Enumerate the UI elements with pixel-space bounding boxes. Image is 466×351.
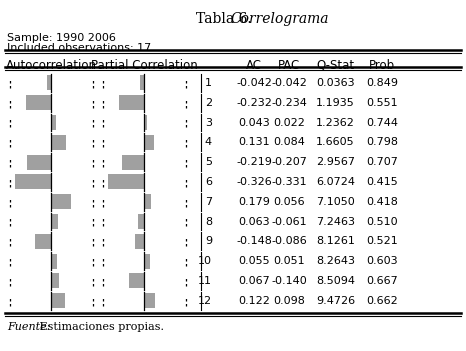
Text: Partial Correlation: Partial Correlation <box>91 59 198 72</box>
Text: Tabla 6.: Tabla 6. <box>196 12 256 26</box>
Text: 4: 4 <box>205 137 212 147</box>
Text: 2: 2 <box>205 98 212 108</box>
Bar <box>144 293 155 308</box>
Text: 0.084: 0.084 <box>273 137 305 147</box>
Text: Estimaciones propias.: Estimaciones propias. <box>36 322 164 332</box>
Text: 5: 5 <box>205 157 212 167</box>
Bar <box>144 115 147 130</box>
Bar <box>144 135 154 150</box>
Text: 0.056: 0.056 <box>273 197 305 207</box>
Text: 0.744: 0.744 <box>366 118 398 127</box>
Bar <box>27 154 51 170</box>
Text: 0.603: 0.603 <box>366 256 398 266</box>
Bar <box>51 135 66 150</box>
Bar <box>135 234 144 249</box>
Bar <box>51 254 57 269</box>
Text: 7.2463: 7.2463 <box>316 217 355 226</box>
Text: 8.5094: 8.5094 <box>316 276 355 286</box>
Text: 0.849: 0.849 <box>366 78 398 88</box>
Text: 0.098: 0.098 <box>273 296 305 306</box>
Text: 1.2362: 1.2362 <box>316 118 355 127</box>
Text: 9: 9 <box>205 236 212 246</box>
Bar <box>51 214 58 229</box>
Text: 0.521: 0.521 <box>366 236 398 246</box>
Text: 0.0363: 0.0363 <box>316 78 355 88</box>
Text: Prob: Prob <box>369 59 395 72</box>
Bar <box>51 115 56 130</box>
Bar <box>144 194 151 209</box>
Text: -0.042: -0.042 <box>271 78 307 88</box>
Text: 0.415: 0.415 <box>366 177 398 187</box>
Text: 0.022: 0.022 <box>273 118 305 127</box>
Text: 6: 6 <box>205 177 212 187</box>
Text: 0.179: 0.179 <box>238 197 270 207</box>
Text: 12: 12 <box>198 296 212 306</box>
Text: -0.140: -0.140 <box>271 276 307 286</box>
Text: 0.667: 0.667 <box>366 276 398 286</box>
Bar <box>129 273 144 289</box>
Text: 0.662: 0.662 <box>366 296 398 306</box>
Text: Included observations: 17: Included observations: 17 <box>7 43 151 53</box>
Bar <box>140 75 144 91</box>
Text: 3: 3 <box>205 118 212 127</box>
Text: Correlograma: Correlograma <box>231 12 329 26</box>
Text: 0.067: 0.067 <box>238 276 270 286</box>
Bar <box>51 273 59 289</box>
Bar <box>108 174 144 190</box>
Text: -0.061: -0.061 <box>271 217 307 226</box>
Text: 0.707: 0.707 <box>366 157 398 167</box>
Text: -0.326: -0.326 <box>236 177 272 187</box>
Text: 10: 10 <box>198 256 212 266</box>
Text: 0.131: 0.131 <box>238 137 270 147</box>
Text: 0.798: 0.798 <box>366 137 398 147</box>
Text: AC: AC <box>246 59 262 72</box>
Text: 0.055: 0.055 <box>238 256 270 266</box>
Text: -0.148: -0.148 <box>236 236 272 246</box>
Text: -0.232: -0.232 <box>236 98 272 108</box>
Text: Sample: 1990 2006: Sample: 1990 2006 <box>7 33 116 43</box>
Text: 8: 8 <box>205 217 212 226</box>
Text: 9.4726: 9.4726 <box>316 296 355 306</box>
Text: -0.086: -0.086 <box>271 236 307 246</box>
Bar <box>35 234 51 249</box>
Text: 8.2643: 8.2643 <box>316 256 355 266</box>
Bar <box>15 174 51 190</box>
Text: 0.122: 0.122 <box>238 296 270 306</box>
Text: 8.1261: 8.1261 <box>316 236 355 246</box>
Bar <box>47 75 51 91</box>
Text: 0.043: 0.043 <box>238 118 270 127</box>
Text: Autocorrelation: Autocorrelation <box>6 59 97 72</box>
Text: 0.551: 0.551 <box>366 98 398 108</box>
Text: -0.207: -0.207 <box>271 157 307 167</box>
Text: 7: 7 <box>205 197 212 207</box>
Text: -0.234: -0.234 <box>271 98 307 108</box>
Text: -0.219: -0.219 <box>236 157 272 167</box>
Text: -0.042: -0.042 <box>236 78 272 88</box>
Bar <box>144 254 150 269</box>
Text: 0.051: 0.051 <box>273 256 305 266</box>
Bar <box>122 154 144 170</box>
Bar <box>51 194 71 209</box>
Text: 11: 11 <box>198 276 212 286</box>
Text: Q-Stat: Q-Stat <box>316 59 355 72</box>
Text: 1.1935: 1.1935 <box>316 98 355 108</box>
Text: 2.9567: 2.9567 <box>316 157 355 167</box>
Text: 1.6605: 1.6605 <box>316 137 355 147</box>
Text: Fuente:: Fuente: <box>7 322 50 332</box>
Text: 0.510: 0.510 <box>366 217 398 226</box>
Text: 0.063: 0.063 <box>238 217 270 226</box>
Text: 1: 1 <box>205 78 212 88</box>
Bar <box>51 293 65 308</box>
Text: PAC: PAC <box>278 59 300 72</box>
Text: 0.418: 0.418 <box>366 197 398 207</box>
Bar <box>118 95 144 110</box>
Bar <box>26 95 51 110</box>
Text: 7.1050: 7.1050 <box>316 197 355 207</box>
Text: 6.0724: 6.0724 <box>316 177 355 187</box>
Text: -0.331: -0.331 <box>271 177 307 187</box>
Bar <box>138 214 144 229</box>
